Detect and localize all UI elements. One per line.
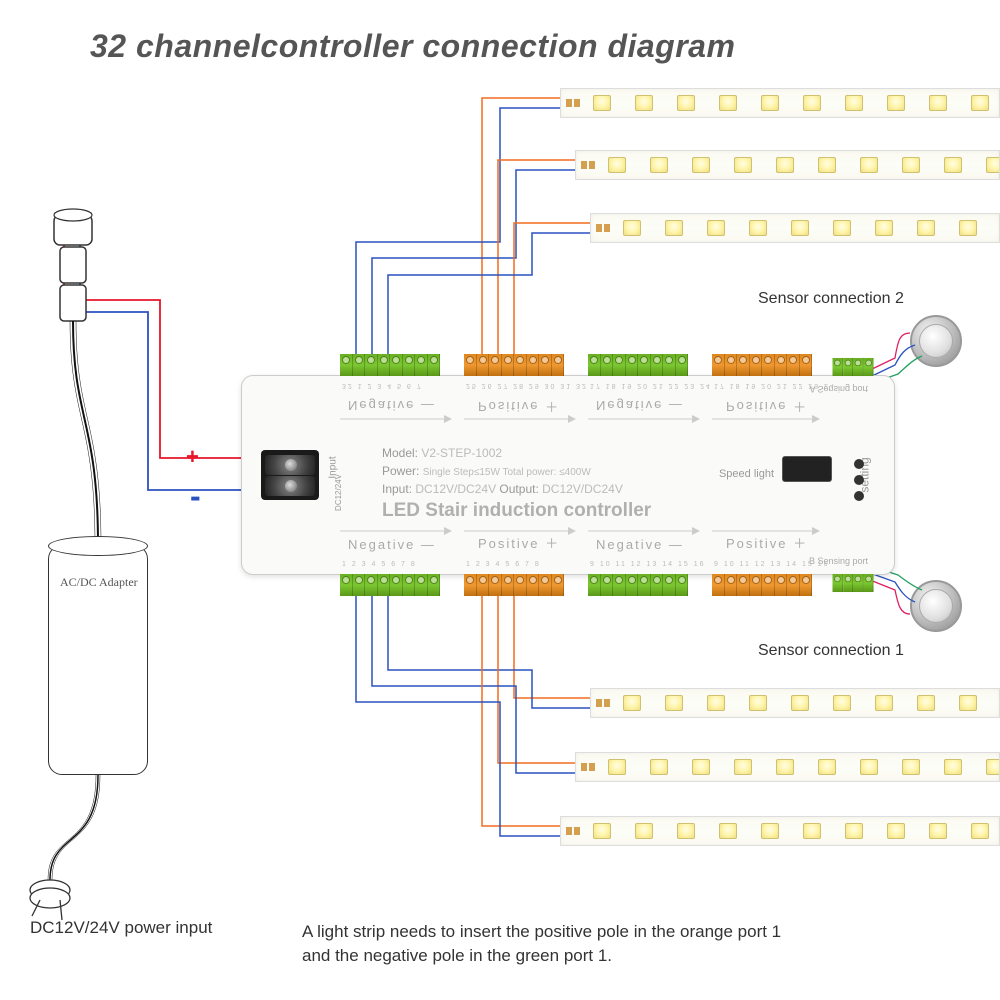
terminal-sense-a <box>833 358 874 376</box>
terminal-top-2 <box>464 354 564 376</box>
power-input-label: DC12V/24V power input <box>30 918 212 938</box>
terminal-bot-3 <box>588 574 688 596</box>
terminal-bot-1 <box>340 574 440 596</box>
arrows-top <box>340 412 820 426</box>
footnote: A light strip needs to insert the positi… <box>302 920 781 968</box>
sensor-1-label: Sensor connection 1 <box>758 642 904 660</box>
led-strip-bottom-1 <box>590 688 1000 718</box>
setting-buttons[interactable] <box>854 459 864 501</box>
terminal-top-4 <box>712 354 812 376</box>
terminal-bot-4 <box>712 574 812 596</box>
arrows-bottom <box>340 524 820 538</box>
terminal-bot-2 <box>464 574 564 596</box>
speed-display <box>782 456 832 482</box>
led-strip-top-2 <box>575 150 1000 180</box>
terminal-top-3 <box>588 354 688 376</box>
led-strip-bottom-2 <box>575 752 1000 782</box>
led-strip-top-3 <box>590 213 1000 243</box>
led-strip-top-1 <box>560 88 1000 118</box>
diagram-title: 32 channelcontroller connection diagram <box>90 28 735 65</box>
plus-label: + <box>186 444 199 470</box>
controller-body: Model: V2-STEP-1002 Power: Single Step≤1… <box>241 375 895 575</box>
minus-label: - <box>190 478 201 515</box>
power-input-terminal <box>261 450 319 500</box>
sensor-1 <box>910 580 962 632</box>
terminal-top-1 <box>340 354 440 376</box>
adapter-top-ellipse <box>48 536 148 556</box>
adapter-label: AC/DC Adapter <box>60 575 138 590</box>
sensor-2 <box>910 315 962 367</box>
terminal-sense-b <box>833 574 874 592</box>
sensor-2-label: Sensor connection 2 <box>758 290 904 308</box>
led-strip-bottom-3 <box>560 816 1000 846</box>
